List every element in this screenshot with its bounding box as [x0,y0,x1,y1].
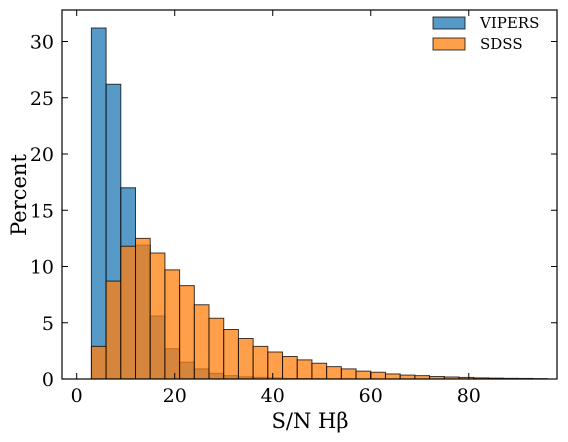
bar-sdss-3 [135,237,151,380]
x-axis-ticks: 0 20 40 60 80 [71,10,481,407]
bar-sdss-20 [384,373,401,380]
y-axis-title: Percent [7,154,31,236]
bar-sdss-1 [105,280,122,380]
y-axis-ticks: 0 5 10 15 20 25 30 [30,32,557,391]
y-tick-label-20: 20 [30,144,54,166]
y-tick-label-0: 0 [42,369,54,391]
bar-sdss-13 [282,356,298,380]
x-tick-label-40: 40 [261,385,285,407]
legend-swatch-sdss [432,37,466,51]
bar-sdss-10 [237,338,254,380]
bar-sdss-5 [164,269,181,380]
y-tick-label-25: 25 [30,88,54,110]
bar-vipers-0 [90,27,107,380]
bar-sdss-18 [355,370,372,380]
bar-sdss-17 [340,368,357,380]
x-tick-label-0: 0 [71,385,83,407]
legend: VIPERS SDSS [432,14,539,53]
y-tick-label-10: 10 [30,257,54,279]
y-tick-label-5: 5 [42,313,54,335]
bar-sdss-7 [193,304,210,380]
bar-sdss-14 [296,359,313,380]
bar-sdss-0 [90,345,107,380]
x-tick-label-80: 80 [457,385,481,407]
x-axis-title: S/N Hβ [272,409,349,433]
histogram-bars [90,27,548,380]
bar-sdss-15 [311,362,328,380]
bar-sdss-12 [267,351,284,380]
bar-sdss-6 [179,285,195,380]
bar-sdss-2 [120,245,137,380]
y-tick-label-15: 15 [30,200,54,222]
legend-label-sdss: SDSS [480,35,523,53]
bar-sdss-11 [252,345,269,380]
y-tick-label-30: 30 [30,32,54,54]
legend-swatch-vipers [432,16,466,30]
bar-sdss-8 [208,317,225,380]
bar-sdss-9 [223,329,239,380]
bar-sdss-4 [149,252,166,380]
plot-frame [61,9,558,380]
bar-sdss-16 [326,366,342,380]
bar-sdss-19 [370,371,386,380]
x-tick-label-60: 60 [359,385,383,407]
legend-label-vipers: VIPERS [479,14,539,32]
x-tick-label-20: 20 [163,385,187,407]
